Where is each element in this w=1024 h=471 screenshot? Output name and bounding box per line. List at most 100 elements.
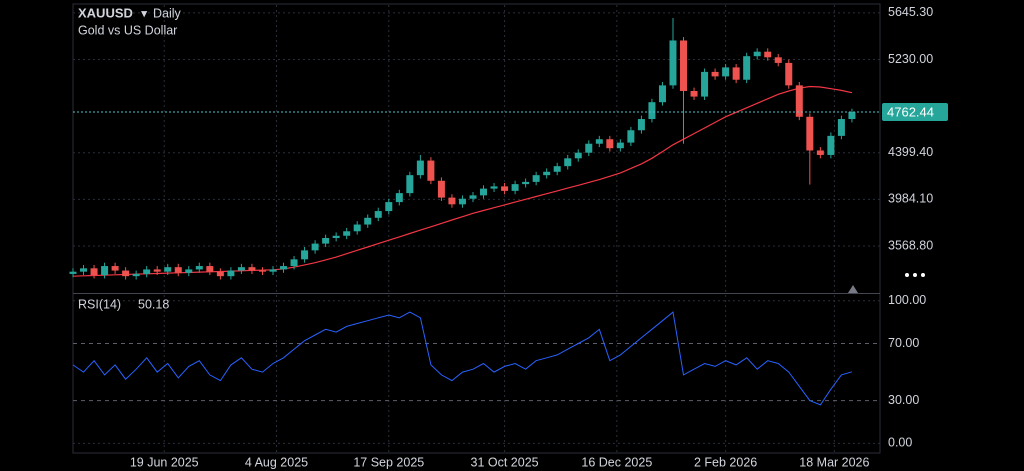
candle-body <box>111 266 119 271</box>
candle-body <box>658 85 666 103</box>
candle-body <box>480 188 488 196</box>
x-tick-label: 17 Sep 2025 <box>353 455 424 469</box>
candle-body <box>816 150 824 155</box>
candle-body <box>364 217 372 225</box>
x-tick-label: 18 Mar 2026 <box>799 455 869 469</box>
x-tick-label: 19 Jun 2025 <box>130 455 199 469</box>
candle-body <box>732 67 740 80</box>
candle-body <box>553 166 561 172</box>
candle-body <box>374 211 382 218</box>
plot-layer <box>69 5 880 452</box>
candle-body <box>143 269 151 274</box>
y-tick-label: 5230.00 <box>888 52 933 66</box>
candle-body <box>606 139 614 149</box>
rsi-tick-label: 100.00 <box>888 293 926 307</box>
dot <box>913 273 917 277</box>
candle-body <box>680 40 688 91</box>
candle-body <box>311 243 319 251</box>
chart-frame <box>72 3 881 454</box>
candle-body <box>501 186 509 191</box>
x-tick-label: 31 Oct 2025 <box>471 455 539 469</box>
candle-body <box>690 90 698 97</box>
candle-body <box>206 266 214 272</box>
rsi-tick-label: 70.00 <box>888 336 919 350</box>
candle-body <box>806 116 814 151</box>
candle-body <box>280 266 288 270</box>
last-price-label: 4762.44 <box>887 104 934 119</box>
candle-body <box>827 135 835 155</box>
candle-body <box>132 273 140 277</box>
rsi-tick-label: 30.00 <box>888 393 919 407</box>
candle-body <box>90 268 98 276</box>
candle-body <box>406 175 414 194</box>
dot <box>905 273 909 277</box>
candle-body <box>248 267 256 271</box>
candle-body <box>227 270 235 277</box>
x-tick-label: 4 Aug 2025 <box>245 455 308 469</box>
candle-body <box>269 269 277 272</box>
candle-body <box>80 268 88 272</box>
x-tick-label: 2 Feb 2026 <box>694 455 757 469</box>
y-tick-label: 5645.30 <box>888 5 933 19</box>
candle-body <box>385 202 393 212</box>
candle-body <box>574 152 582 159</box>
y-tick-label: 4399.40 <box>888 145 933 159</box>
event-marker[interactable] <box>848 285 858 293</box>
candle-body <box>543 171 551 176</box>
candle-body <box>332 235 340 239</box>
candle-body <box>101 266 109 276</box>
interval[interactable]: Daily <box>153 6 182 20</box>
candle-body <box>69 271 77 274</box>
x-tick-label: 16 Dec 2025 <box>581 455 652 469</box>
candle-body <box>490 186 498 189</box>
candle-body <box>164 267 172 272</box>
candle-body <box>785 62 793 86</box>
candle-body <box>322 238 330 244</box>
symbol[interactable]: XAUUSD <box>78 5 133 20</box>
candle-body <box>616 142 624 149</box>
candle-body <box>701 71 709 97</box>
candle-body <box>595 139 603 144</box>
candle-body <box>522 181 530 185</box>
candle-body <box>585 143 593 153</box>
candle-body <box>353 224 361 232</box>
more-icon[interactable] <box>905 273 925 277</box>
candle-body <box>469 195 477 199</box>
candle-body <box>216 271 224 277</box>
candle-body <box>343 231 351 236</box>
last-price-box <box>882 103 948 122</box>
candle-body <box>427 160 435 181</box>
candle-body <box>711 71 719 77</box>
subtitle: Gold vs US Dollar <box>78 23 177 37</box>
candle-body <box>532 175 540 182</box>
candle-body <box>669 40 677 86</box>
candle-body <box>301 250 309 260</box>
candle-body <box>195 266 203 270</box>
candle-body <box>395 193 403 203</box>
candle-body <box>648 102 656 120</box>
candle-body <box>174 267 182 273</box>
candle-body <box>774 57 782 63</box>
candle-body <box>290 259 298 267</box>
candle-body <box>743 56 751 80</box>
candle-body <box>637 119 645 131</box>
candle-body <box>564 158 572 167</box>
rsi-tick-label: 0.00 <box>888 436 912 450</box>
dot <box>921 273 925 277</box>
candle-body <box>753 51 761 57</box>
candle-body <box>153 269 161 272</box>
candle-body <box>122 270 130 277</box>
candle-body <box>722 67 730 77</box>
moving-average-line <box>72 85 853 277</box>
candle-body <box>437 180 445 198</box>
y-tick-label: 3984.10 <box>888 192 933 206</box>
candle-body <box>848 112 856 120</box>
candle-body <box>237 267 245 271</box>
y-tick-label: 3568.80 <box>888 238 933 252</box>
candle-body <box>795 85 803 117</box>
candle-body <box>185 269 193 273</box>
candle-body <box>416 160 424 176</box>
rsi-line <box>72 311 853 406</box>
symbol-dropdown-icon[interactable]: ▾ <box>141 6 148 20</box>
